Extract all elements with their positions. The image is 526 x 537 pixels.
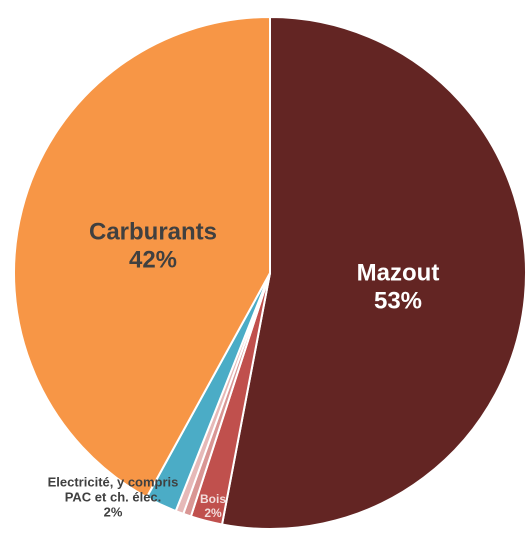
slice-label: Carburants 42% bbox=[53, 218, 253, 273]
category-label: Electricité, y compris PAC et ch. élec. bbox=[47, 474, 179, 505]
slice-label: Electricité, y compris PAC et ch. élec. 2… bbox=[38, 474, 188, 521]
category-label: Mazout bbox=[356, 259, 440, 287]
pie-slice bbox=[13, 15, 271, 499]
value-label: 2% bbox=[204, 506, 222, 520]
value-label: 53% bbox=[373, 287, 423, 314]
category-label: Carburants bbox=[88, 218, 218, 246]
value-label: 42% bbox=[128, 246, 178, 273]
category-label: Bois bbox=[199, 492, 226, 507]
pie-slice bbox=[220, 15, 526, 530]
value-label: 2% bbox=[103, 504, 123, 520]
slice-label: Bois 2% bbox=[193, 492, 233, 521]
slice-label: Mazout 53% bbox=[328, 259, 468, 314]
